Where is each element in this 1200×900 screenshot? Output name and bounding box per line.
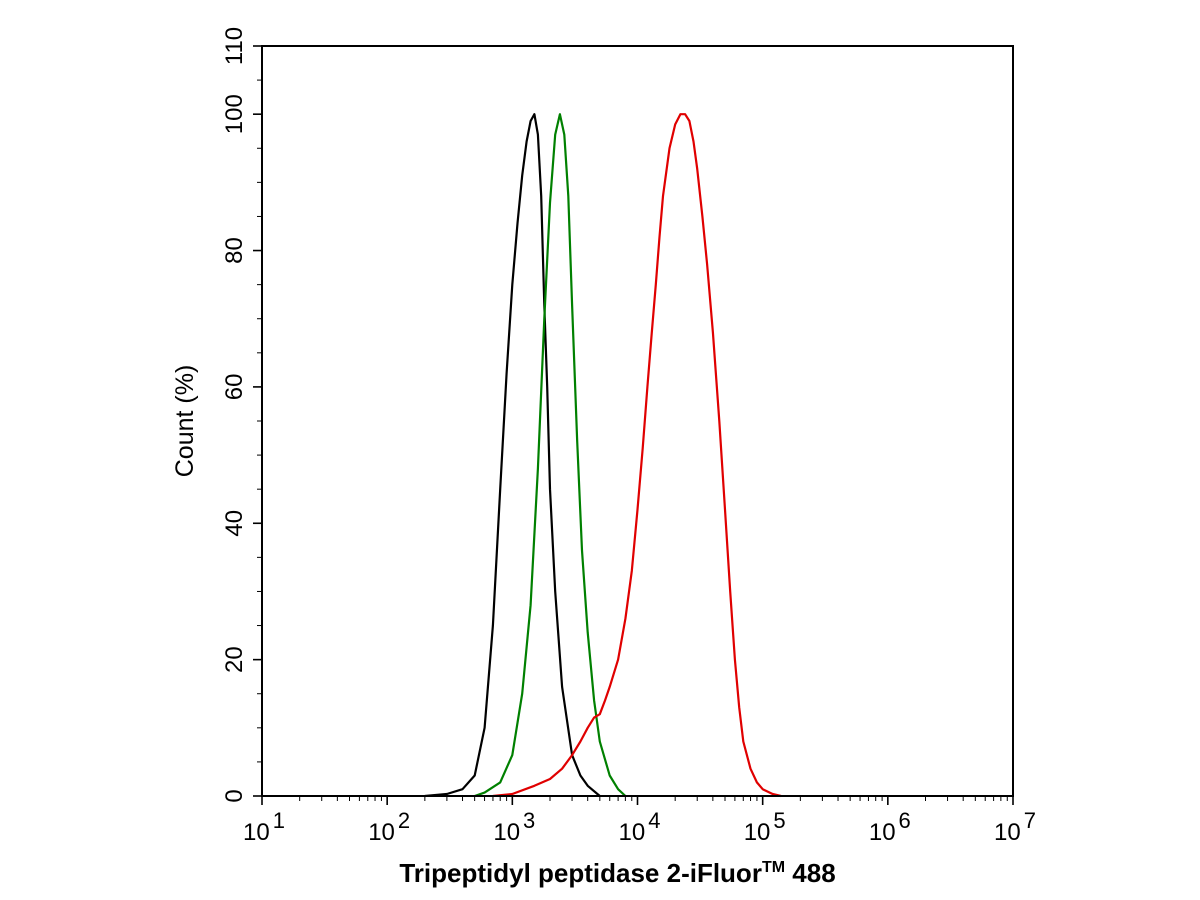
x-tick-label-0: 10 1 xyxy=(243,808,285,846)
series-line-0 xyxy=(424,113,601,798)
y-tick-label-5: 100 xyxy=(221,94,248,134)
y-axis-title: Count (%) xyxy=(171,365,199,478)
y-tick-label-6: 110 xyxy=(221,27,248,65)
x-tick-label-5: 10 6 xyxy=(869,808,911,846)
x-tick-label-6: 10 7 xyxy=(994,808,1036,846)
series-line-1 xyxy=(474,113,627,798)
y-tick-label-3: 60 xyxy=(221,374,248,401)
x-axis-title-tail: 488 xyxy=(785,858,836,888)
x-tick-label-2: 10 3 xyxy=(493,808,535,846)
x-tick-label-4: 10 5 xyxy=(744,808,786,846)
x-axis-title-sup: TM xyxy=(762,859,785,876)
series-layer xyxy=(424,113,782,798)
ticks-layer: 10 1 10 2 10 3 10 4 10 5 10 6 10 7 0 20 40 60 80 100 110 xyxy=(221,27,1036,846)
plot-frame xyxy=(261,45,1014,797)
x-axis-title: Tripeptidyl peptidase 2-iFluorTM 488 xyxy=(399,858,835,888)
series-line-2 xyxy=(492,113,782,798)
y-tick-label-2: 40 xyxy=(221,510,248,537)
y-tick-label-1: 20 xyxy=(221,646,248,673)
x-tick-label-1: 10 2 xyxy=(368,808,410,846)
axes-layer xyxy=(261,45,1014,797)
x-axis-title-main: Tripeptidyl peptidase 2-iFluor xyxy=(399,858,762,888)
y-tick-label-0: 0 xyxy=(221,789,248,802)
y-tick-label-4: 80 xyxy=(221,237,248,264)
x-tick-label-3: 10 4 xyxy=(619,808,661,846)
